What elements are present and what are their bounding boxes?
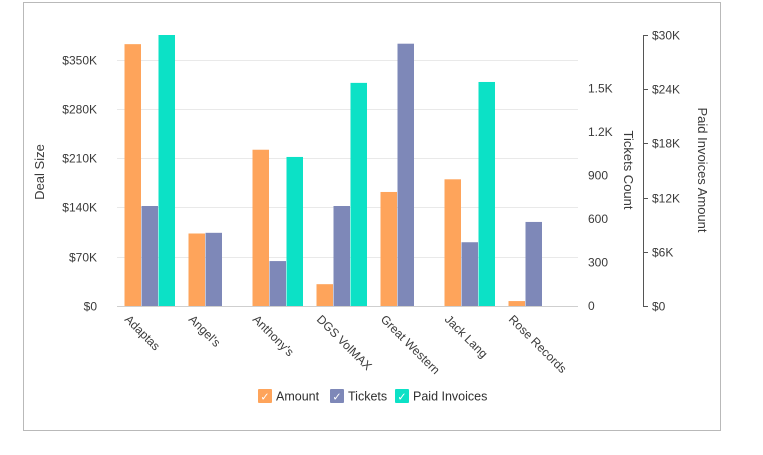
bar-amount[interactable] xyxy=(380,191,398,306)
right-axis-2-tick-label: $12K xyxy=(652,192,680,206)
bar-paid-invoices[interactable] xyxy=(158,35,176,306)
bar-paid-invoices[interactable] xyxy=(286,156,304,306)
bar-paid-invoices[interactable] xyxy=(478,81,496,307)
bar-amount[interactable] xyxy=(316,284,334,306)
left-tick-label: $0 xyxy=(84,300,98,314)
check-icon: ✓ xyxy=(260,392,269,404)
right-axis-1-tick-label: 1.5K xyxy=(588,82,613,96)
bar-amount[interactable] xyxy=(444,179,462,306)
x-tick-label: Jack Lang xyxy=(442,312,491,361)
left-tick-label: $280K xyxy=(62,103,97,117)
right-axis-1-title: Tickets Count xyxy=(621,131,636,210)
bar-tickets[interactable] xyxy=(269,261,287,306)
x-tick-label: Great Western xyxy=(378,312,443,377)
bar-amount[interactable] xyxy=(508,301,526,306)
bar-tickets[interactable] xyxy=(333,206,351,306)
right-axis-2-tick-label: $24K xyxy=(652,83,680,97)
right-axis-2-tick-label: $30K xyxy=(652,29,680,43)
legend-swatch xyxy=(395,389,409,403)
right-axis-2-tick-label: $0 xyxy=(652,300,666,314)
bar-tickets[interactable] xyxy=(141,206,159,306)
bar-tickets[interactable] xyxy=(525,221,543,306)
right-axis-1-tick-label: 900 xyxy=(588,169,608,183)
bar-tickets[interactable] xyxy=(397,43,415,306)
legend-label: Paid Invoices xyxy=(413,390,487,404)
left-axis-title: Deal Size xyxy=(32,144,47,200)
bar-tickets[interactable] xyxy=(461,242,479,306)
check-icon: ✓ xyxy=(332,392,341,404)
legend-item-tickets[interactable]: ✓ Tickets xyxy=(330,389,387,404)
right-axis-1-tick-label: 300 xyxy=(588,256,608,270)
right-axis-1-tick-label: 1.2K xyxy=(588,125,613,139)
legend-label: Tickets xyxy=(348,390,387,404)
x-tick-label: Adaptas xyxy=(122,312,163,353)
right-axis-2-title: Paid Invoices Amount xyxy=(695,107,710,232)
left-tick-label: $140K xyxy=(62,201,97,215)
bars xyxy=(124,35,543,307)
right-axis-1-tick-label: 600 xyxy=(588,212,608,226)
left-tick-label: $350K xyxy=(62,54,97,68)
check-icon: ✓ xyxy=(397,392,406,404)
axes: $0 $70K $140K $210K $280K $350K 0 300 600 900 1.2K… xyxy=(62,29,680,378)
legend: ✓ Amount ✓ Tickets ✓ Paid Invoices xyxy=(258,389,487,404)
left-tick-label: $70K xyxy=(69,251,97,265)
legend-item-paid-invoices[interactable]: ✓ Paid Invoices xyxy=(395,389,487,404)
bar-paid-invoices[interactable] xyxy=(350,82,368,306)
legend-swatch xyxy=(258,389,272,403)
legend-label: Amount xyxy=(276,390,320,404)
left-tick-label: $210K xyxy=(62,152,97,166)
right-axis-2-tick-label: $18K xyxy=(652,137,680,151)
x-tick-label: Rose Records xyxy=(506,312,570,376)
bar-amount[interactable] xyxy=(124,44,142,307)
x-tick-label: Angel's xyxy=(186,312,223,349)
x-tick-label: Anthony's xyxy=(250,312,297,359)
legend-item-amount[interactable]: ✓ Amount xyxy=(258,389,320,404)
legend-swatch xyxy=(330,389,344,403)
bar-amount[interactable] xyxy=(252,149,270,306)
right-axis-2-tick-label: $6K xyxy=(652,246,673,260)
bar-amount[interactable] xyxy=(188,233,206,306)
bar-tickets[interactable] xyxy=(205,232,223,306)
x-tick-label: DGS VolMAX xyxy=(314,312,375,373)
right-axis-1-tick-label: 0 xyxy=(588,299,595,313)
